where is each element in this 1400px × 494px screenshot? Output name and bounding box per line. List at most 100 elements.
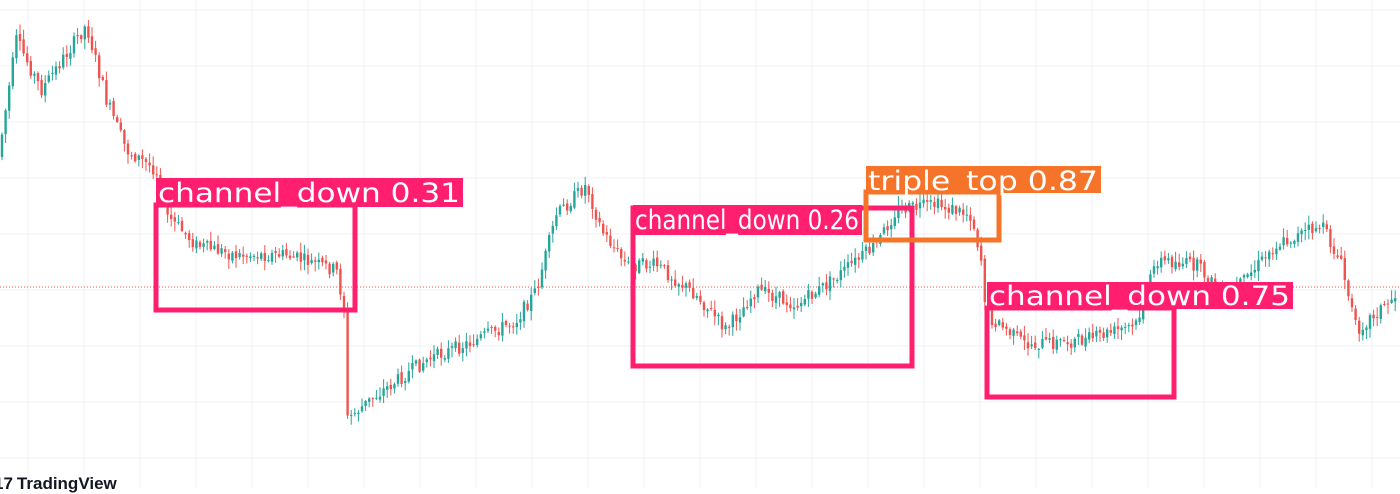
candle-body bbox=[494, 326, 497, 331]
detection-0: channel_down 0.31 bbox=[153, 178, 463, 313]
detection-label: channel_down 0.31 bbox=[158, 178, 460, 209]
candle-body bbox=[1257, 260, 1260, 272]
candle-body bbox=[1124, 326, 1127, 328]
candle-body bbox=[710, 308, 713, 310]
candle-body bbox=[720, 316, 724, 330]
candle-body bbox=[1322, 222, 1325, 228]
candle-body bbox=[684, 283, 688, 288]
candle-body bbox=[558, 206, 562, 215]
candle-body bbox=[15, 35, 18, 59]
candle-body bbox=[224, 249, 227, 253]
candle-body bbox=[339, 268, 342, 295]
candle-body bbox=[1178, 262, 1181, 267]
candle-body bbox=[328, 263, 331, 275]
candle-body bbox=[173, 217, 176, 222]
candle-body bbox=[285, 249, 288, 256]
candle-body bbox=[1311, 223, 1314, 234]
candle-body bbox=[155, 174, 158, 176]
candle-body bbox=[1185, 257, 1188, 264]
candle-body bbox=[962, 209, 965, 215]
candle-body bbox=[368, 398, 371, 402]
candle-body bbox=[1365, 327, 1368, 331]
candle-body bbox=[342, 295, 346, 311]
candle-body bbox=[346, 310, 349, 416]
detection-box bbox=[863, 189, 1002, 243]
candle-body bbox=[872, 243, 875, 253]
candle-body bbox=[731, 314, 734, 328]
candle-body bbox=[101, 76, 104, 81]
candle-body bbox=[810, 291, 814, 299]
candle-body bbox=[890, 225, 893, 230]
candle-body bbox=[785, 302, 788, 306]
candle-body bbox=[911, 202, 914, 205]
candle-body bbox=[1113, 326, 1116, 334]
candle-body bbox=[728, 326, 731, 328]
candle-body bbox=[1034, 342, 1037, 349]
candle-body bbox=[479, 334, 482, 339]
candle-body bbox=[303, 253, 306, 261]
candle-body bbox=[677, 284, 680, 287]
candle-body bbox=[980, 245, 983, 261]
tradingview-watermark: 17TradingView bbox=[0, 474, 117, 494]
candle-body bbox=[1192, 257, 1195, 271]
candle-series bbox=[0, 20, 1397, 425]
candle-body bbox=[760, 284, 763, 290]
candle-body bbox=[818, 286, 821, 295]
candle-body bbox=[540, 269, 544, 288]
tradingview-logo-icon: 17 bbox=[0, 474, 13, 493]
candle-body bbox=[134, 153, 137, 162]
candle-body bbox=[180, 220, 184, 231]
candle-body bbox=[990, 310, 994, 326]
candle-body bbox=[1347, 280, 1350, 297]
candle-body bbox=[1253, 269, 1256, 273]
candle-body bbox=[1134, 320, 1138, 326]
candle-body bbox=[411, 362, 414, 370]
candle-body bbox=[504, 321, 508, 325]
candle-body bbox=[29, 60, 32, 76]
candle-body bbox=[983, 258, 986, 303]
candle-body bbox=[1325, 224, 1328, 230]
candle-body bbox=[465, 341, 468, 349]
candle-body bbox=[353, 412, 356, 414]
candle-body bbox=[1386, 303, 1390, 305]
candle-body bbox=[868, 246, 871, 254]
candle-body bbox=[62, 54, 65, 68]
candle-body bbox=[486, 328, 490, 331]
candle-body bbox=[497, 332, 500, 336]
candle-body bbox=[396, 374, 400, 384]
candle-body bbox=[771, 292, 774, 301]
candle-body bbox=[105, 80, 108, 105]
candle-body bbox=[256, 257, 259, 259]
candle-body bbox=[1358, 320, 1361, 334]
candle-body bbox=[292, 256, 295, 258]
candle-body bbox=[350, 415, 353, 417]
candle-body bbox=[1282, 237, 1285, 246]
candle-body bbox=[846, 262, 850, 268]
candle-body bbox=[1196, 259, 1199, 271]
candle-body bbox=[76, 35, 79, 37]
candle-body bbox=[864, 246, 868, 252]
candle-body bbox=[458, 342, 461, 354]
candle-body bbox=[382, 388, 385, 396]
candle-body bbox=[598, 217, 601, 223]
detection-1: channel_down 0.26 bbox=[630, 205, 915, 369]
candle-body bbox=[789, 304, 792, 309]
candle-body bbox=[522, 301, 526, 322]
candle-body bbox=[47, 75, 50, 82]
candle-body bbox=[335, 262, 338, 270]
candle-body bbox=[652, 258, 655, 266]
candle-body bbox=[1376, 316, 1379, 318]
candle-body bbox=[944, 206, 947, 210]
candle-body bbox=[544, 250, 547, 271]
candle-body bbox=[548, 235, 551, 252]
candle-body bbox=[634, 264, 637, 272]
candle-body bbox=[738, 317, 742, 323]
candle-body bbox=[782, 291, 785, 304]
candle-body bbox=[717, 314, 720, 317]
candle-body bbox=[940, 199, 943, 208]
candle-body bbox=[825, 282, 828, 290]
candle-body bbox=[569, 205, 572, 212]
detection-label: triple_top 0.87 bbox=[868, 166, 1098, 197]
candle-body bbox=[530, 294, 533, 312]
